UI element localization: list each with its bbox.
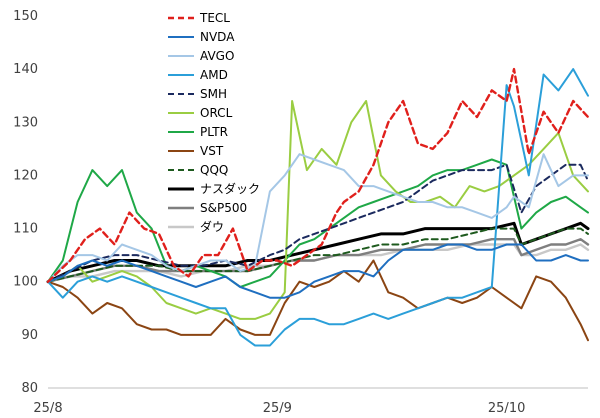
y-tick-label: 130 <box>13 115 38 130</box>
legend-label: ダウ <box>200 219 224 234</box>
series-line-4 <box>47 163 589 283</box>
y-tick-label: 80 <box>21 381 38 396</box>
legend-label: NVDA <box>200 30 235 44</box>
legend-label: S&P500 <box>200 201 247 215</box>
legend: TECL NVDA AVGO AMD SMH ORCL PLTR VST QQQ ナスダック S&P… <box>168 11 260 234</box>
series-line-2 <box>47 153 589 283</box>
legend-label: TECL <box>199 11 230 25</box>
legend-label: ナスダック <box>200 181 260 196</box>
series-line-0 <box>46 67 590 283</box>
legend-label: AVGO <box>200 49 234 63</box>
legend-label: AMD <box>200 68 228 82</box>
y-tick-label: 110 <box>13 222 38 237</box>
x-tick-label: 25/10 <box>488 401 525 416</box>
y-tick-label: 150 <box>13 9 38 24</box>
y-tick-label: 90 <box>21 328 38 343</box>
y-tick-label: 140 <box>13 62 38 77</box>
legend-label: QQQ <box>200 163 228 177</box>
x-tick-label: 25/9 <box>263 401 292 416</box>
legend-label: VST <box>200 144 224 158</box>
legend-label: ORCL <box>200 106 233 120</box>
series-line-1 <box>47 243 589 299</box>
y-tick-label: 100 <box>13 275 38 290</box>
series-layer <box>46 67 590 347</box>
series-line-7 <box>47 259 589 342</box>
x-axis: 25/8 25/9 25/10 <box>33 387 588 416</box>
legend-label: PLTR <box>200 125 228 139</box>
legend-label: SMH <box>200 87 227 101</box>
series-line-6 <box>47 158 589 288</box>
y-tick-label: 120 <box>13 168 38 183</box>
series-line-3 <box>47 68 589 347</box>
x-tick-label: 25/8 <box>33 401 62 416</box>
series-line-9 <box>46 221 590 284</box>
y-axis: 80 90 100 110 120 130 140 150 <box>13 9 38 396</box>
series-line-8 <box>47 227 589 283</box>
